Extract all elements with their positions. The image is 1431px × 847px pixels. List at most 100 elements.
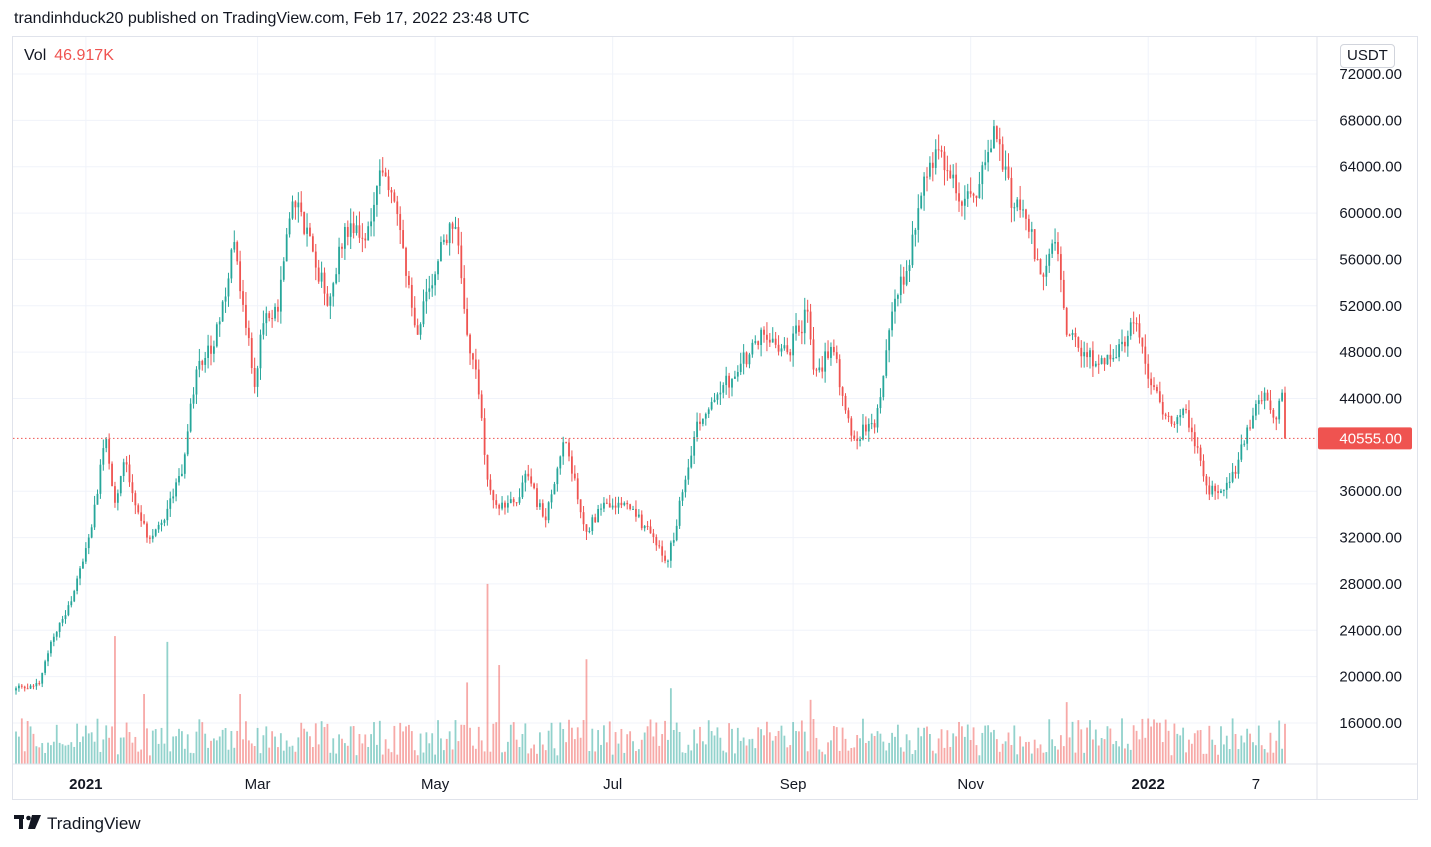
candle-body	[870, 423, 873, 425]
volume-bar	[975, 745, 978, 764]
candle-body	[122, 462, 125, 477]
candle-body	[902, 276, 905, 285]
candle-body	[1013, 207, 1016, 209]
candle-body	[364, 238, 367, 241]
volume-bar	[483, 751, 486, 764]
volume-bar	[768, 732, 771, 764]
volume-bar	[1022, 746, 1024, 764]
volume-bar	[774, 736, 777, 764]
candle-body	[655, 537, 658, 546]
volume-bar	[1042, 752, 1045, 764]
price-unit-button[interactable]: USDT	[1340, 44, 1395, 68]
volume-bar	[207, 747, 209, 764]
volume-bar	[195, 731, 198, 764]
volume-bar	[306, 731, 308, 764]
volume-bar	[1106, 726, 1109, 764]
candle-body	[1103, 358, 1106, 365]
candle-body	[541, 503, 544, 517]
volume-bar	[1199, 730, 1202, 764]
volume-bar	[748, 739, 751, 764]
volume-bar	[536, 753, 538, 764]
volume-bar	[920, 736, 923, 764]
volume-bar	[917, 727, 920, 764]
candle-body	[821, 367, 824, 372]
candle-body	[626, 502, 629, 505]
volume-bar	[1182, 727, 1185, 764]
volume-bar	[896, 724, 899, 764]
volume-bar	[713, 735, 716, 764]
volume-bar	[1225, 735, 1228, 764]
candle-body	[1077, 337, 1080, 348]
candle-body	[838, 359, 841, 388]
candle-body	[189, 403, 192, 432]
candle-body	[1051, 243, 1054, 254]
candle-body	[183, 454, 186, 474]
volume-bar	[1033, 739, 1036, 764]
volume-bar	[119, 737, 122, 764]
volume-bar	[614, 732, 617, 764]
volume-bar	[215, 740, 218, 764]
candle-body	[26, 688, 29, 690]
candle-body	[1243, 443, 1246, 445]
candle-body	[195, 369, 198, 395]
volume-bar	[29, 726, 32, 764]
candle-body	[154, 529, 157, 536]
candle-body	[166, 508, 169, 521]
candle-body	[605, 502, 608, 504]
volume-bar	[882, 741, 885, 764]
candle-body	[178, 476, 180, 483]
volume-bar	[725, 752, 728, 764]
volume-bar	[1109, 728, 1112, 764]
volume-bar	[786, 747, 789, 764]
candle-body	[795, 325, 797, 334]
candle-body	[1199, 447, 1202, 461]
candle-body	[332, 283, 335, 297]
volume-bar	[364, 734, 367, 764]
volume-bar	[571, 727, 573, 764]
candle-body	[338, 246, 340, 275]
volume-bar	[667, 739, 669, 764]
candle-body	[998, 139, 1001, 145]
volume-bar	[1240, 735, 1243, 764]
candle-body	[888, 330, 891, 351]
candle-body	[923, 176, 925, 196]
candle-body	[47, 653, 49, 662]
candle-body	[96, 493, 99, 505]
candle-body	[410, 284, 413, 308]
volume-bar	[1179, 735, 1182, 764]
volume-bar	[838, 750, 841, 764]
volume-bar	[722, 750, 725, 764]
candle-body	[114, 486, 116, 503]
candle-body	[710, 401, 713, 410]
candle-body	[800, 331, 803, 334]
volume-bar	[428, 743, 431, 764]
candle-body	[1173, 423, 1176, 425]
volume-bar	[859, 738, 861, 764]
candle-body	[247, 327, 250, 339]
volume-bar	[355, 755, 358, 764]
candle-body	[402, 230, 405, 248]
candle-body	[268, 313, 271, 319]
volume-bar	[116, 754, 119, 764]
volume-bar	[32, 733, 35, 764]
volume-bar	[958, 721, 960, 764]
volume-bar	[163, 743, 166, 764]
volume-bar	[757, 727, 760, 764]
candle-body	[1208, 485, 1211, 495]
candle-body	[530, 476, 533, 484]
candle-body	[245, 304, 247, 328]
volume-bar	[1260, 745, 1263, 764]
candle-body	[1118, 344, 1121, 358]
volume-bar	[1057, 749, 1059, 764]
candle-body	[192, 394, 195, 404]
footer-brand[interactable]: TradingView	[14, 814, 141, 834]
volume-bar	[783, 735, 786, 764]
candle-body	[571, 456, 573, 474]
candle-body	[1225, 482, 1228, 490]
candle-body	[934, 149, 937, 168]
candle-body	[978, 184, 981, 198]
volume-bar	[294, 751, 297, 764]
candle-body	[1234, 471, 1237, 474]
candle-body	[1109, 354, 1112, 360]
